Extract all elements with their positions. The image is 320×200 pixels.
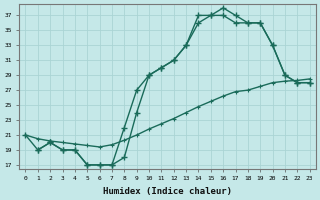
X-axis label: Humidex (Indice chaleur): Humidex (Indice chaleur) — [103, 187, 232, 196]
